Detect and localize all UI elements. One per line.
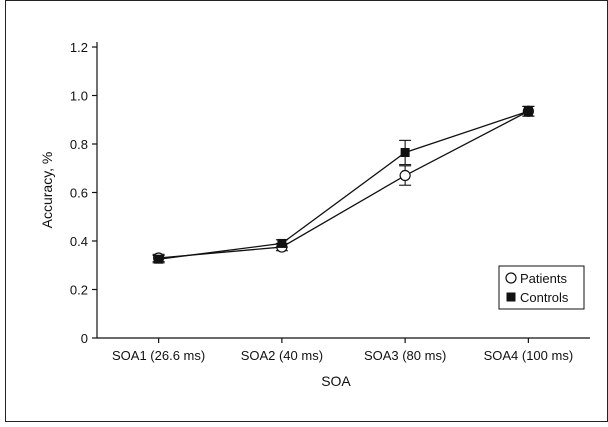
legend: Patients Controls <box>498 265 585 310</box>
y-tick-label: 1.2 <box>70 40 88 55</box>
data-point-controls <box>154 254 164 264</box>
x-tick-label: SOA1 (26.6 ms) <box>112 348 205 363</box>
y-tick-label: 1.0 <box>70 89 88 104</box>
series-layer <box>152 105 535 264</box>
series-line <box>158 110 529 259</box>
data-point-controls <box>523 106 533 116</box>
y-tick-label: 0.6 <box>70 186 88 201</box>
x-tick-label: SOA4 (100 ms) <box>484 348 574 363</box>
y-tick-label: 0.8 <box>70 137 88 152</box>
y-ticks: 0 0.2 0.4 0.6 0.8 1.0 1.2 <box>70 40 97 346</box>
series-controls <box>152 105 535 264</box>
legend-patients-label: Patients <box>520 271 567 286</box>
y-tick-label: 0 <box>81 331 88 346</box>
series-patients <box>152 105 535 264</box>
x-ticks: SOA1 (26.6 ms) SOA2 (40 ms) SOA3 (80 ms) SO… <box>112 338 573 363</box>
y-tick-label: 0.4 <box>70 234 88 249</box>
x-tick-label: SOA2 (40 ms) <box>241 348 323 363</box>
legend-controls-marker <box>506 292 516 302</box>
x-tick-label: SOA3 (80 ms) <box>364 348 446 363</box>
legend-patients-marker <box>505 272 517 284</box>
data-point-controls <box>400 147 410 157</box>
legend-controls-label: Controls <box>520 290 569 305</box>
x-axis-label: SOA <box>321 373 351 389</box>
series-line <box>158 110 529 260</box>
y-axis-label: Accuracy, % <box>39 152 55 229</box>
y-tick-label: 0.2 <box>70 283 88 298</box>
data-point-controls <box>277 238 287 248</box>
data-point-patients <box>399 169 411 182</box>
